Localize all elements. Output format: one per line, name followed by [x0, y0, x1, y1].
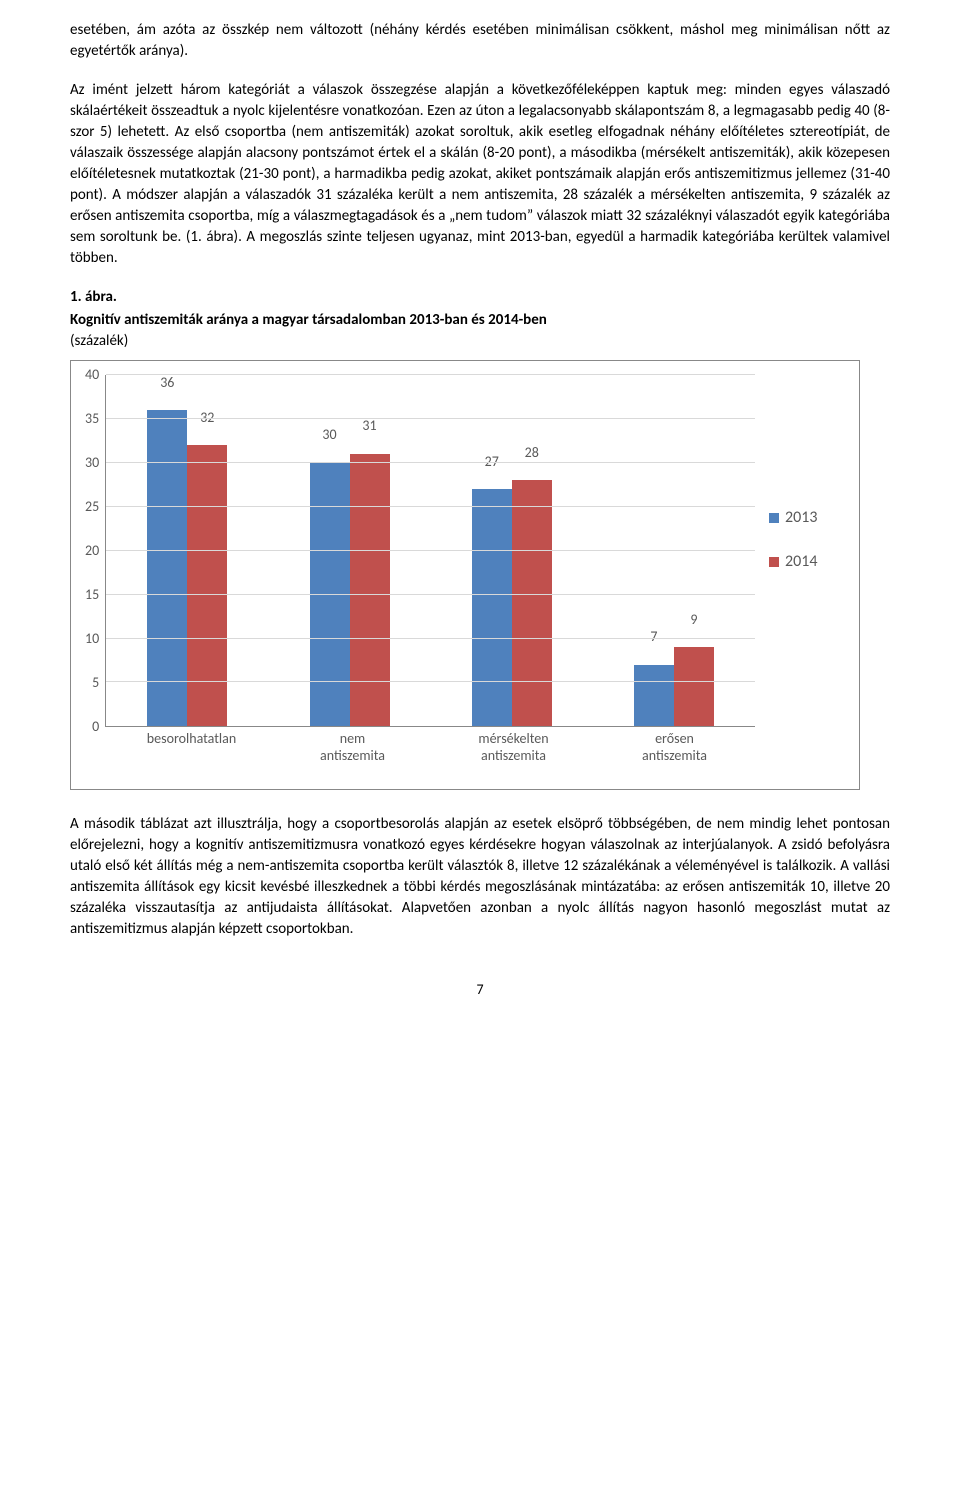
- bar: [187, 445, 227, 726]
- category-group: 2728: [431, 375, 593, 726]
- page-number: 7: [70, 980, 890, 1000]
- legend-label: 2014: [785, 551, 817, 573]
- bar: [350, 454, 390, 726]
- legend-label: 2013: [785, 507, 817, 529]
- category-group: 3632: [106, 375, 268, 726]
- gridline: [106, 418, 755, 419]
- bar: [147, 410, 187, 726]
- bar: [472, 489, 512, 726]
- figure-title: Kognitív antiszemiták aránya a magyar tá…: [70, 310, 890, 331]
- gridline: [106, 638, 755, 639]
- gridline: [106, 594, 755, 595]
- bar-value-label: 30: [310, 425, 350, 445]
- figure-number: 1. ábra.: [70, 287, 890, 308]
- category-group: 3031: [268, 375, 430, 726]
- bar-value-label: 31: [350, 416, 390, 436]
- gridline: [106, 506, 755, 507]
- bar-value-label: 36: [147, 373, 187, 393]
- x-axis-label: nemantiszemita: [272, 731, 433, 765]
- bar-value-label: 9: [674, 610, 714, 630]
- legend-item: 2013: [769, 507, 845, 529]
- figure-note: (százalék): [70, 331, 890, 352]
- legend-item: 2014: [769, 551, 845, 573]
- x-axis: besorolhatatlannemantiszemitamérsékelten…: [111, 731, 755, 765]
- bar-chart: 4035302520151050 36323031272879 besorolh…: [70, 360, 860, 790]
- paragraph-2: Az imént jelzett három kategóriát a vála…: [70, 80, 890, 269]
- x-axis-label: erősenantiszemita: [594, 731, 755, 765]
- x-axis-label: besorolhatatlan: [111, 731, 272, 765]
- paragraph-3: A második táblázat azt illusztrálja, hog…: [70, 814, 890, 940]
- gridline: [106, 681, 755, 682]
- gridline: [106, 462, 755, 463]
- gridline: [106, 374, 755, 375]
- x-axis-label: mérsékeltenantiszemita: [433, 731, 594, 765]
- bar-value-label: 28: [512, 443, 552, 463]
- legend-swatch: [769, 557, 779, 567]
- y-axis: 4035302520151050: [85, 375, 105, 727]
- category-group: 79: [593, 375, 755, 726]
- paragraph-1: esetében, ám azóta az összkép nem változ…: [70, 20, 890, 62]
- bar: [512, 480, 552, 726]
- bar: [674, 647, 714, 726]
- chart-legend: 2013 2014: [755, 375, 845, 765]
- bar: [634, 665, 674, 726]
- plot-area: 36323031272879: [105, 375, 755, 727]
- gridline: [106, 550, 755, 551]
- legend-swatch: [769, 513, 779, 523]
